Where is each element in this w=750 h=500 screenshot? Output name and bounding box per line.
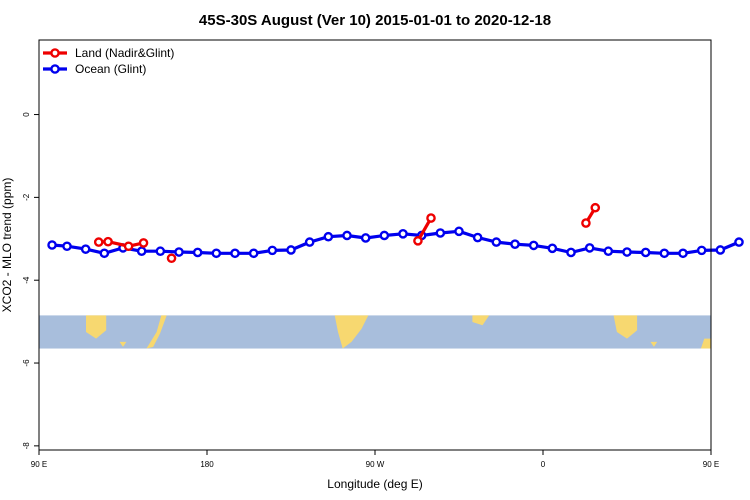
map-ocean [39, 315, 711, 349]
legend-label: Ocean (Glint) [75, 62, 146, 76]
y-tick-label: -8 [22, 442, 31, 450]
map-strip [39, 315, 711, 349]
data-point [528, 240, 539, 251]
data-point [286, 245, 296, 255]
y-tick-label: -6 [22, 359, 31, 367]
legend-marker [50, 64, 60, 74]
data-point [99, 248, 110, 259]
land-shape [86, 315, 107, 339]
series-ocean [47, 226, 744, 259]
data-point [659, 248, 670, 259]
data-point [230, 248, 240, 259]
land-shape [650, 341, 658, 347]
data-point [62, 241, 72, 252]
land-shape [472, 315, 490, 326]
x-tick-label: 180 [200, 460, 214, 469]
data-point [136, 246, 147, 257]
series-line [51, 229, 740, 255]
data-point [734, 237, 744, 247]
data-point [103, 236, 113, 247]
data-point [211, 248, 222, 259]
data-point [155, 246, 166, 257]
x-tick-label: 0 [541, 460, 546, 469]
data-point [581, 218, 591, 228]
data-point [138, 238, 149, 248]
land-shape [146, 315, 167, 349]
data-point [360, 233, 371, 243]
data-point [472, 232, 483, 243]
data-point [248, 248, 259, 259]
data-point [584, 243, 595, 253]
data-point [510, 239, 520, 249]
x-axis: 90 E 180 90 W 0 90 E [31, 450, 719, 469]
chart-title: 45S-30S August (Ver 10) 2015-01-01 to 20… [199, 12, 551, 29]
data-point [491, 237, 502, 247]
data-point [435, 228, 446, 238]
x-tick-label: 90 E [703, 460, 719, 469]
land-shape [119, 341, 127, 347]
data-point [80, 244, 91, 254]
data-point [426, 213, 436, 223]
data-point [267, 245, 278, 256]
data-point [123, 241, 134, 252]
data-point [622, 247, 632, 257]
data-point [696, 245, 707, 256]
data-point [678, 248, 688, 259]
data-point [323, 231, 334, 242]
land-shape [334, 315, 369, 349]
data-point [304, 237, 315, 247]
y-tick-label: -4 [22, 276, 31, 284]
data-point [566, 247, 576, 258]
legend-label: Land (Nadir&Glint) [75, 46, 174, 60]
data-point [603, 246, 614, 257]
data-point [47, 240, 57, 250]
legend: Land (Nadir&Glint) Ocean (Glint) [43, 46, 174, 76]
y-axis: 0 -2 -4 -6 -8 [22, 112, 39, 450]
land-shape [613, 315, 638, 339]
data-point [454, 226, 464, 237]
data-point [715, 245, 726, 255]
map-land [86, 315, 711, 349]
data-point [413, 236, 423, 246]
land-shape [700, 338, 711, 349]
data-point [174, 247, 184, 257]
data-point [398, 229, 408, 239]
data-point [547, 243, 558, 254]
series-land [93, 202, 601, 264]
x-axis-label: Longitude (deg E) [327, 477, 422, 491]
y-axis-label: XCO2 - MLO trend (ppm) [0, 178, 14, 313]
data-point [93, 237, 104, 247]
data-point [379, 230, 390, 241]
data-point [640, 247, 651, 258]
data-point [192, 247, 203, 258]
y-tick-label: -2 [22, 193, 31, 201]
x-tick-label: 90 E [31, 460, 47, 469]
data-point [166, 253, 177, 264]
data-point [342, 230, 352, 241]
x-tick-label: 90 W [366, 460, 385, 469]
data-point [590, 202, 601, 213]
legend-marker [50, 48, 60, 58]
series-layer [47, 202, 744, 264]
y-tick-label: 0 [22, 112, 31, 117]
